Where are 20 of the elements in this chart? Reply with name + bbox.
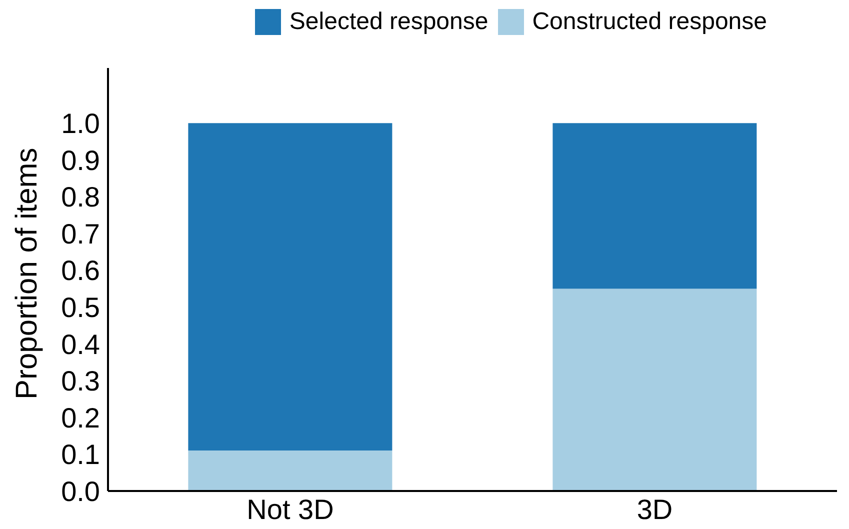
y-tick-label: 0.3 — [61, 366, 100, 397]
y-tick-label: 0.6 — [61, 255, 100, 286]
bar — [552, 123, 757, 289]
legend-label: Selected response — [289, 8, 488, 36]
y-tick-label: 0.7 — [61, 218, 100, 250]
x-tick-label: 3D — [636, 494, 673, 525]
y-tick-label: 0.0 — [61, 476, 100, 507]
bar — [188, 123, 392, 451]
y-axis-title: Proportion of items — [10, 148, 44, 400]
y-tick-label: 0.9 — [61, 144, 100, 176]
y-tick-label: 0.4 — [61, 328, 100, 360]
legend-label: Constructed response — [532, 8, 767, 36]
bar — [188, 450, 392, 491]
bar — [552, 288, 757, 491]
x-tick-label: Not 3D — [246, 494, 334, 525]
y-tick-label: 0.1 — [61, 439, 100, 470]
y-tick-label: 0.8 — [61, 182, 100, 213]
y-tick-label: 0.2 — [61, 402, 100, 434]
y-tick-label: 0.5 — [61, 292, 100, 324]
y-tick-label: 1.0 — [61, 108, 100, 140]
